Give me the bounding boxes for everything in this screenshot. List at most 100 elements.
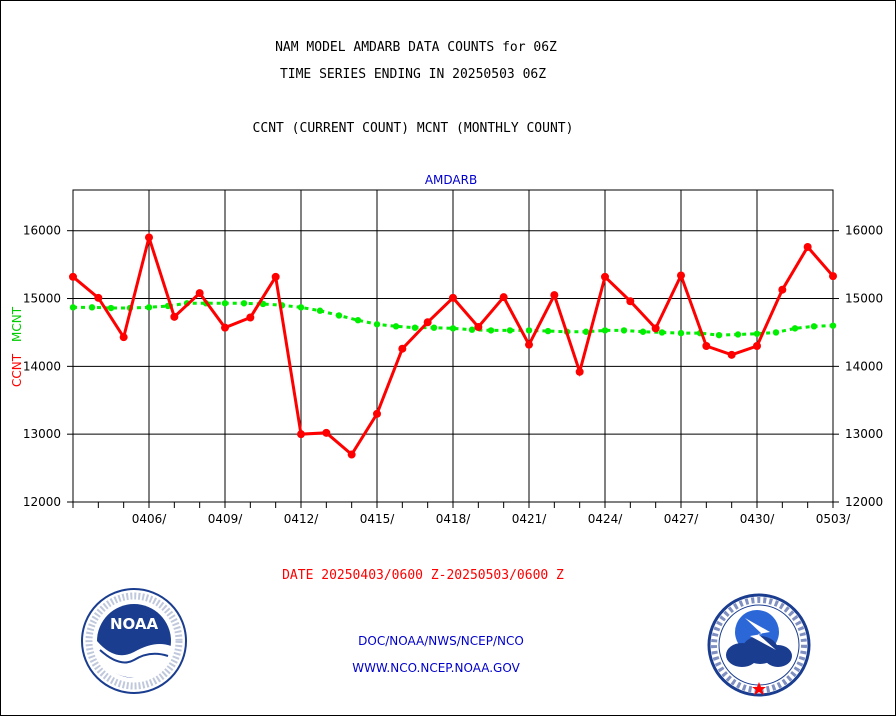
mcnt-point: [487, 327, 495, 334]
mcnt-point: [411, 324, 419, 331]
mcnt-point: [373, 321, 381, 328]
y-tick-label-left: 16000: [23, 224, 61, 238]
y-tick-label-left: 12000: [23, 495, 61, 509]
x-tick-label: 0427/: [664, 512, 700, 526]
plot-title: AMDARB: [425, 173, 477, 187]
mcnt-point: [715, 331, 723, 339]
mcnt-point: [525, 327, 533, 334]
noaa-logo-text: NOAA: [110, 615, 159, 633]
ccnt-point: [170, 312, 179, 321]
noaa-logo: NOAA: [81, 588, 187, 694]
ccnt-point: [753, 342, 761, 350]
ccnt-point: [398, 344, 407, 353]
x-tick-label: 0421/: [512, 512, 548, 526]
ccnt-point: [423, 318, 432, 327]
nws-logo: [707, 593, 811, 697]
mcnt-point: [639, 328, 647, 335]
ccnt-point: [69, 272, 77, 281]
ccnt-point: [474, 323, 483, 332]
ccnt-point: [347, 450, 356, 459]
x-tick-label: 0503/: [816, 512, 852, 526]
ccnt-point: [246, 313, 255, 322]
mcnt-point: [69, 304, 77, 311]
mcnt-point: [810, 323, 818, 330]
ccnt-point: [803, 242, 812, 251]
chart-title-line1: NAM MODEL AMDARB DATA COUNTS for 06Z: [275, 40, 557, 55]
ccnt-point: [601, 272, 609, 281]
ccnt-point: [626, 297, 635, 306]
y-tick-label-left: 15000: [23, 292, 61, 306]
mcnt-point: [107, 304, 115, 312]
chart-title-line2: TIME SERIES ENDING IN 20250503 06Z: [280, 67, 546, 82]
ccnt-point: [677, 271, 685, 280]
mcnt-point: [316, 307, 324, 314]
ccnt-point: [221, 323, 229, 332]
y-tick-label-right: 16000: [845, 224, 883, 238]
mcnt-point: [772, 329, 780, 336]
x-tick-label: 0418/: [436, 512, 472, 526]
ccnt-point: [119, 333, 128, 342]
x-tick-label: 0412/: [284, 512, 320, 526]
ccnt-point: [550, 291, 559, 300]
plot-area: [69, 189, 837, 508]
y-axis-left: 12000 13000 14000 15000 16000: [23, 224, 73, 509]
x-tick-label: 0424/: [588, 512, 624, 526]
mcnt-point: [145, 304, 153, 311]
ccnt-point: [449, 293, 457, 302]
site-url: WWW.NCO.NCEP.NOAA.GOV: [352, 661, 520, 675]
y-tick-label-right: 12000: [845, 495, 883, 509]
mcnt-point: [354, 317, 362, 324]
ccnt-point: [525, 340, 533, 349]
ccnt-series: [69, 232, 837, 459]
y-tick-label-right: 13000: [845, 427, 883, 441]
ccnt-point: [651, 324, 660, 333]
x-tick-label: 0406/: [132, 512, 168, 526]
date-range-label: DATE 20250403/0600 Z-20250503/0600 Z: [282, 568, 564, 583]
mcnt-point: [734, 331, 742, 338]
ccnt-point: [271, 272, 280, 281]
y-axis-right: 12000 13000 14000 15000 16000: [833, 224, 883, 509]
mcnt-point: [829, 322, 837, 329]
mcnt-point: [221, 300, 229, 307]
ccnt-point: [499, 293, 508, 302]
mcnt-point: [753, 330, 761, 337]
chart-title-line3: CCNT (CURRENT COUNT) MCNT (MONTHLY COUNT…: [253, 121, 574, 136]
y-label-mcnt: MCNT: [10, 306, 24, 342]
y-tick-label-left: 13000: [23, 427, 61, 441]
ccnt-point: [94, 293, 103, 302]
y-label-ccnt: CCNT: [10, 353, 24, 387]
grid-lines: [72, 190, 834, 508]
ccnt-point: [702, 342, 711, 350]
x-axis: 0406/0409/0412/0415/0418/0421/0424/0427/…: [132, 512, 852, 526]
ccnt-point: [778, 285, 787, 294]
x-tick-label: 0415/: [360, 512, 396, 526]
mcnt-point: [430, 324, 438, 331]
ccnt-point: [145, 233, 153, 242]
ccnt-point: [195, 289, 204, 298]
mcnt-point: [601, 327, 609, 334]
mcnt-point: [468, 326, 476, 333]
x-tick-label: 0409/: [208, 512, 244, 526]
x-tick-label: 0430/: [740, 512, 776, 526]
mcnt-point: [677, 329, 685, 337]
ccnt-point: [829, 272, 837, 281]
y-tick-label-right: 14000: [845, 359, 883, 373]
y-tick-label-right: 15000: [845, 292, 883, 306]
ccnt-point: [322, 428, 331, 437]
ccnt-point: [727, 350, 736, 359]
org-label: DOC/NOAA/NWS/NCEP/NCO: [358, 634, 524, 648]
mcnt-point: [392, 323, 400, 330]
ccnt-point: [297, 430, 305, 439]
mcnt-point: [582, 328, 590, 335]
mcnt-point: [620, 327, 628, 334]
ccnt-point: [575, 367, 584, 376]
mcnt-point: [335, 312, 343, 319]
y-tick-label-left: 14000: [23, 359, 61, 373]
mcnt-point: [658, 329, 666, 336]
mcnt-point: [297, 304, 305, 311]
mcnt-point: [544, 327, 552, 335]
mcnt-point: [791, 325, 799, 332]
ccnt-point: [373, 409, 381, 418]
mcnt-point: [506, 327, 514, 334]
